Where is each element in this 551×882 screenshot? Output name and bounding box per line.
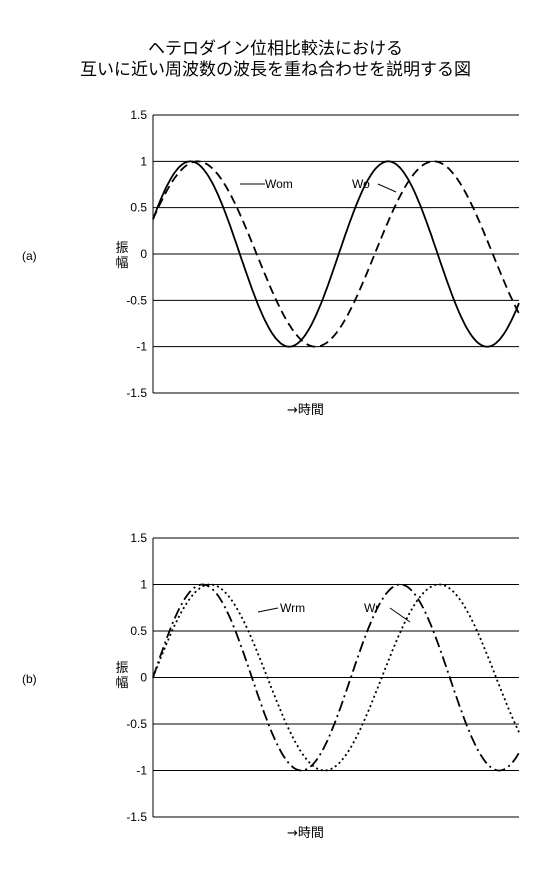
- y-tick-label: -1.5: [126, 810, 147, 824]
- y-tick-label: -1: [136, 340, 147, 354]
- series-label-wo: Wo: [352, 177, 370, 191]
- y-tick-label: 0: [140, 671, 147, 685]
- y-tick-label: 1.5: [130, 531, 147, 545]
- y-tick-label: -1: [136, 764, 147, 778]
- y-tick-label: 0.5: [130, 624, 147, 638]
- y-tick-label: 1: [140, 578, 147, 592]
- panel-label: (b): [22, 672, 37, 686]
- series-label-wom: Wom: [265, 177, 293, 191]
- y-tick-label: -0.5: [126, 293, 147, 307]
- y-tick-label: -0.5: [126, 717, 147, 731]
- series-callout-leader-wo: [378, 184, 396, 192]
- y-axis-label-char: 幅: [115, 676, 128, 691]
- y-tick-label: 0: [140, 247, 147, 261]
- y-axis-label-char: 振: [115, 661, 128, 676]
- x-axis-label: →時間: [287, 826, 324, 841]
- series-callout-leader-wrm: [258, 608, 278, 612]
- y-axis-label-char: 幅: [115, 256, 128, 271]
- series-label-wr: Wr: [364, 601, 379, 615]
- y-tick-label: 0.5: [130, 201, 147, 215]
- y-tick-label: 1.5: [130, 108, 147, 122]
- y-axis-label-char: 振: [115, 241, 128, 256]
- series-callout-leader-wr: [390, 608, 410, 622]
- y-tick-label: 1: [140, 154, 147, 168]
- x-axis-label: →時間: [287, 403, 324, 418]
- series-label-wrm: Wrm: [280, 601, 305, 615]
- y-tick-label: -1.5: [126, 386, 147, 400]
- panel-label: (a): [22, 249, 37, 263]
